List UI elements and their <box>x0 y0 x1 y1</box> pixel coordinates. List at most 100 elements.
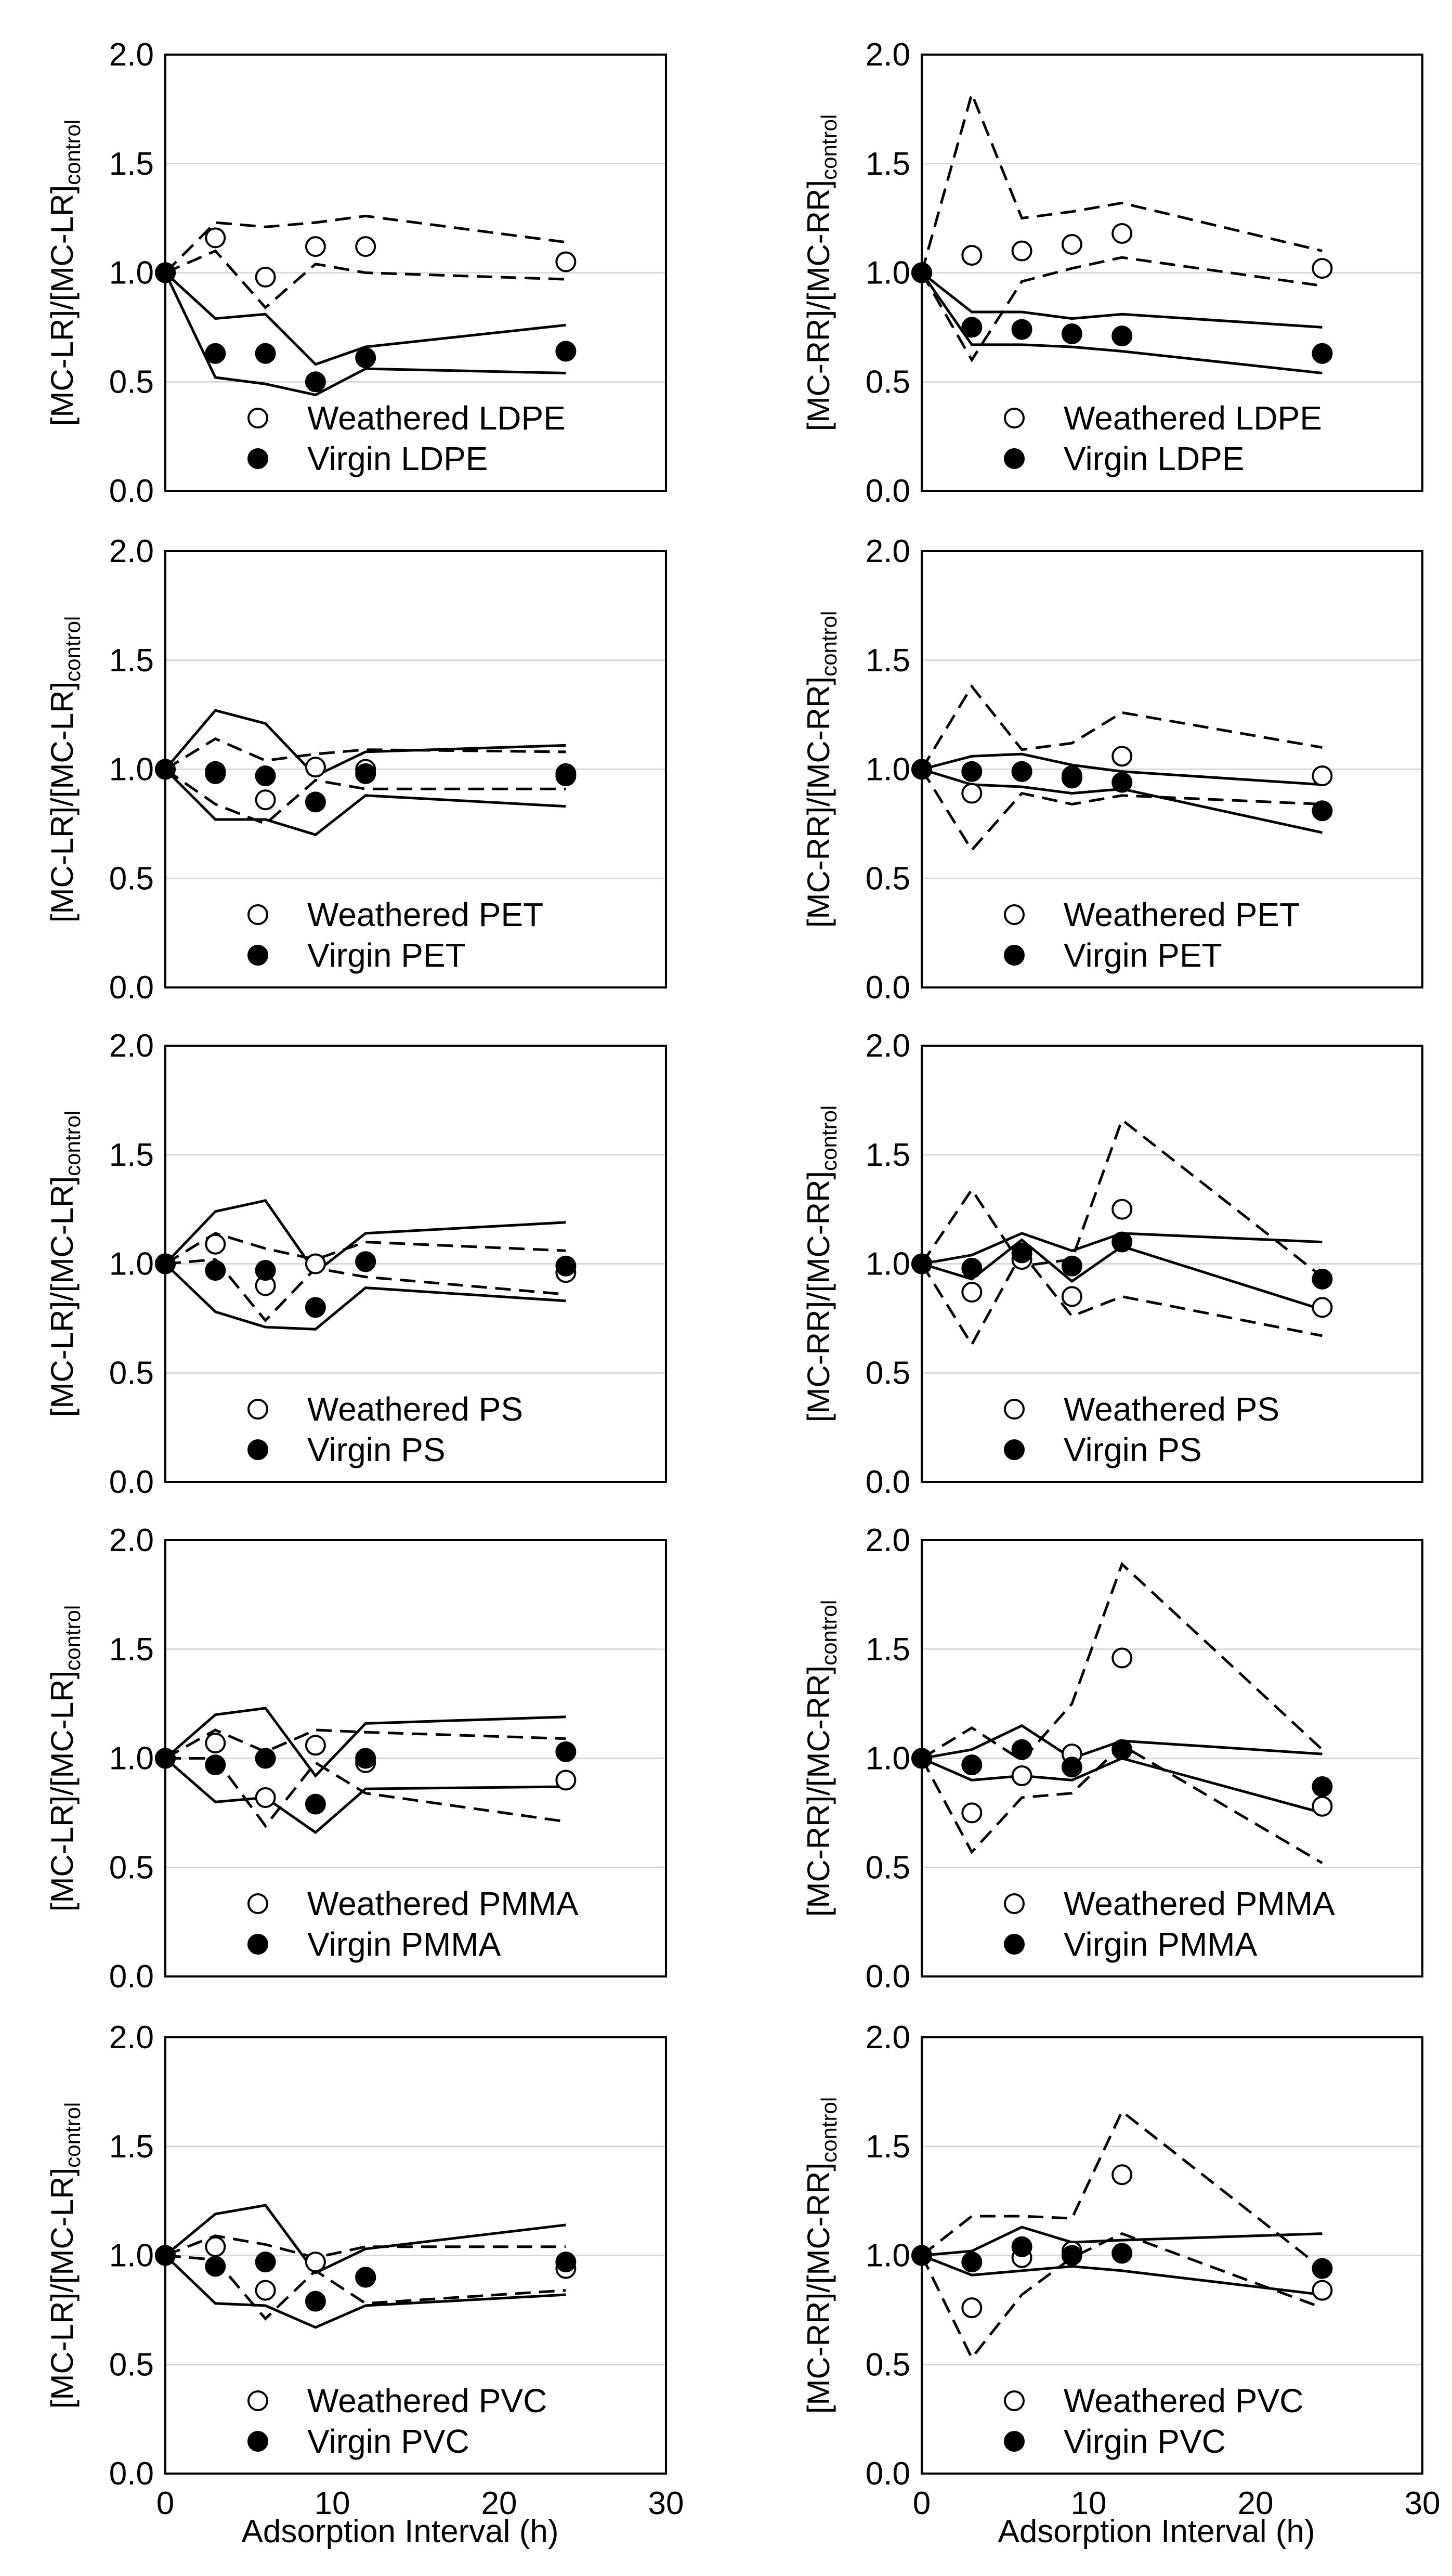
legend-label: Virgin LDPE <box>1064 440 1244 477</box>
dashed-range-line <box>920 2232 1323 2361</box>
virgin-data-point <box>355 1251 376 1272</box>
plot-frame <box>921 550 1423 988</box>
solid-range-line <box>921 1238 1323 1311</box>
weathered-data-point <box>1111 1199 1133 1220</box>
chart-panel-lr-pvc: 0.0 0.5 1.0 1.5 2.0 [MC-LR]/[MC-LR]control Wea… <box>45 2020 684 2549</box>
virgin-data-point <box>255 1260 276 1281</box>
y-axis-label: [MC-LR]/[MC-LR]control <box>45 1605 85 1911</box>
weathered-data-point <box>1111 2164 1133 2185</box>
legend-label: Weathered PET <box>1064 896 1300 933</box>
chart-panel-rr-pmma: 0.0 0.5 1.0 1.5 2.0 [MC-RR]/[MC-RR]control Wea… <box>801 1523 1423 1995</box>
virgin-data-point <box>205 343 226 364</box>
weathered-data-point <box>205 1733 226 1754</box>
y-tick-label: 1.0 <box>866 1246 910 1282</box>
y-tick-label: 1.0 <box>109 2238 154 2274</box>
virgin-data-point <box>305 1793 326 1815</box>
chart-panel-lr-ps: 0.0 0.5 1.0 1.5 2.0 [MC-LR]/[MC-LR]control Wea… <box>45 1028 667 1500</box>
y-tick-label: 0.0 <box>109 1464 154 1500</box>
y-tick-label: 1.0 <box>866 2238 910 2274</box>
weathered-data-point <box>1111 746 1133 767</box>
dashed-range-line <box>920 1250 1323 1347</box>
virgin-data-point <box>355 1748 376 1769</box>
y-axis-label: [MC-RR]/[MC-RR]control <box>801 1600 841 1917</box>
y-axis-label: [MC-LR]/[MC-LR]control <box>45 2102 85 2409</box>
legend-marker-weathered <box>1004 2390 1025 2411</box>
virgin-data-point <box>255 765 276 787</box>
x-tick-label: 30 <box>1405 2486 1441 2521</box>
legend-marker-virgin <box>1004 2431 1025 2452</box>
y-tick-label: 0.5 <box>866 364 910 400</box>
legend-label: Virgin PMMA <box>1064 1926 1258 1963</box>
y-axis-label-subscript: control <box>60 1605 85 1671</box>
virgin-data-point <box>205 2256 226 2277</box>
y-tick-label: 0.0 <box>109 970 154 1006</box>
legend-marker-weathered <box>247 2390 268 2411</box>
legend-marker-virgin <box>1004 1439 1025 1460</box>
solid-range-line <box>164 2204 566 2275</box>
x-tick-label: 10 <box>315 2486 350 2521</box>
virgin-data-point <box>1312 2258 1333 2279</box>
y-tick-label: 1.0 <box>109 1741 154 1777</box>
y-axis-label-subscript: control <box>817 1600 841 1666</box>
solid-range-line <box>921 1232 1323 1265</box>
dashed-range-line <box>165 2254 566 2321</box>
y-axis-label-main: [MC-RR]/[MC-RR] <box>801 676 836 928</box>
y-axis-label-subscript: control <box>817 1105 841 1171</box>
solid-range-line <box>164 272 566 397</box>
legend-label: Virgin PET <box>307 936 466 974</box>
chart-panel-rr-pet: 0.0 0.5 1.0 1.5 2.0 [MC-RR]/[MC-RR]control Wea… <box>801 534 1423 1006</box>
y-axis-label-subscript: control <box>817 2097 841 2163</box>
legend-marker-weathered <box>247 1893 268 1914</box>
x-axis-label: Adsorption Interval (h) <box>998 2514 1315 2549</box>
y-axis-label-main: [MC-RR]/[MC-RR] <box>801 180 836 431</box>
plot-frame <box>164 1539 667 1977</box>
weathered-data-point <box>1312 258 1333 279</box>
virgin-data-point <box>1312 1776 1333 1798</box>
dashed-range-line <box>920 684 1323 770</box>
weathered-data-point <box>255 1787 276 1809</box>
solid-range-line <box>164 768 566 837</box>
virgin-data-point <box>555 2252 577 2273</box>
weathered-data-point <box>555 1770 577 1791</box>
solid-range-line <box>164 271 566 366</box>
chart-panel-rr-pvc: 0.0 0.5 1.0 1.5 2.0 [MC-RR]/[MC-RR]control Wea… <box>801 2020 1440 2549</box>
weathered-data-point <box>355 236 376 257</box>
y-tick-label: 2.0 <box>866 534 910 569</box>
virgin-data-point <box>1061 767 1082 789</box>
virgin-data-point <box>1061 2245 1082 2266</box>
dashed-range-line <box>921 1562 1324 1762</box>
y-axis-label-subscript: control <box>60 2102 85 2168</box>
chart-panel-rr-ps: 0.0 0.5 1.0 1.5 2.0 [MC-RR]/[MC-RR]control Wea… <box>801 1028 1423 1500</box>
weathered-data-point <box>1111 1647 1133 1669</box>
y-tick-label: 1.5 <box>109 1632 154 1668</box>
plot-frame <box>921 2036 1423 2475</box>
y-axis-label-subscript: control <box>60 1111 85 1176</box>
y-tick-label: 1.0 <box>866 1741 910 1777</box>
y-tick-label: 0.0 <box>866 2456 910 2492</box>
y-tick-label: 0.0 <box>109 2456 154 2492</box>
dashed-range-line <box>165 1757 566 1828</box>
solid-range-line <box>164 2254 566 2329</box>
virgin-data-point <box>255 2252 276 2273</box>
y-tick-label: 0.5 <box>866 1850 910 1885</box>
y-tick-label: 0.0 <box>866 1959 910 1995</box>
virgin-data-point <box>1312 1268 1333 1290</box>
solid-range-line <box>921 752 1323 786</box>
y-tick-label: 0.5 <box>866 861 910 896</box>
weathered-data-point <box>305 757 326 778</box>
x-tick-label: 0 <box>913 2486 931 2521</box>
y-tick-label: 0.5 <box>109 861 154 896</box>
legend-label: Virgin PMMA <box>307 1926 501 1963</box>
weathered-data-point <box>205 1233 226 1255</box>
virgin-data-point <box>961 1257 983 1279</box>
y-axis-label: [MC-RR]/[MC-RR]control <box>801 1105 841 1422</box>
y-tick-label: 1.5 <box>866 1137 910 1173</box>
solid-range-line <box>921 2226 1323 2257</box>
plot-frame <box>921 54 1423 492</box>
legend-label: Weathered PS <box>1064 1390 1279 1428</box>
y-axis-label: [MC-LR]/[MC-LR]control <box>45 1111 85 1417</box>
legend-label: Virgin PET <box>1064 936 1222 974</box>
legend-marker-virgin <box>1004 1934 1025 1955</box>
legend-marker-virgin <box>247 2431 268 2452</box>
legend-label: Virgin PVC <box>1064 2423 1226 2460</box>
